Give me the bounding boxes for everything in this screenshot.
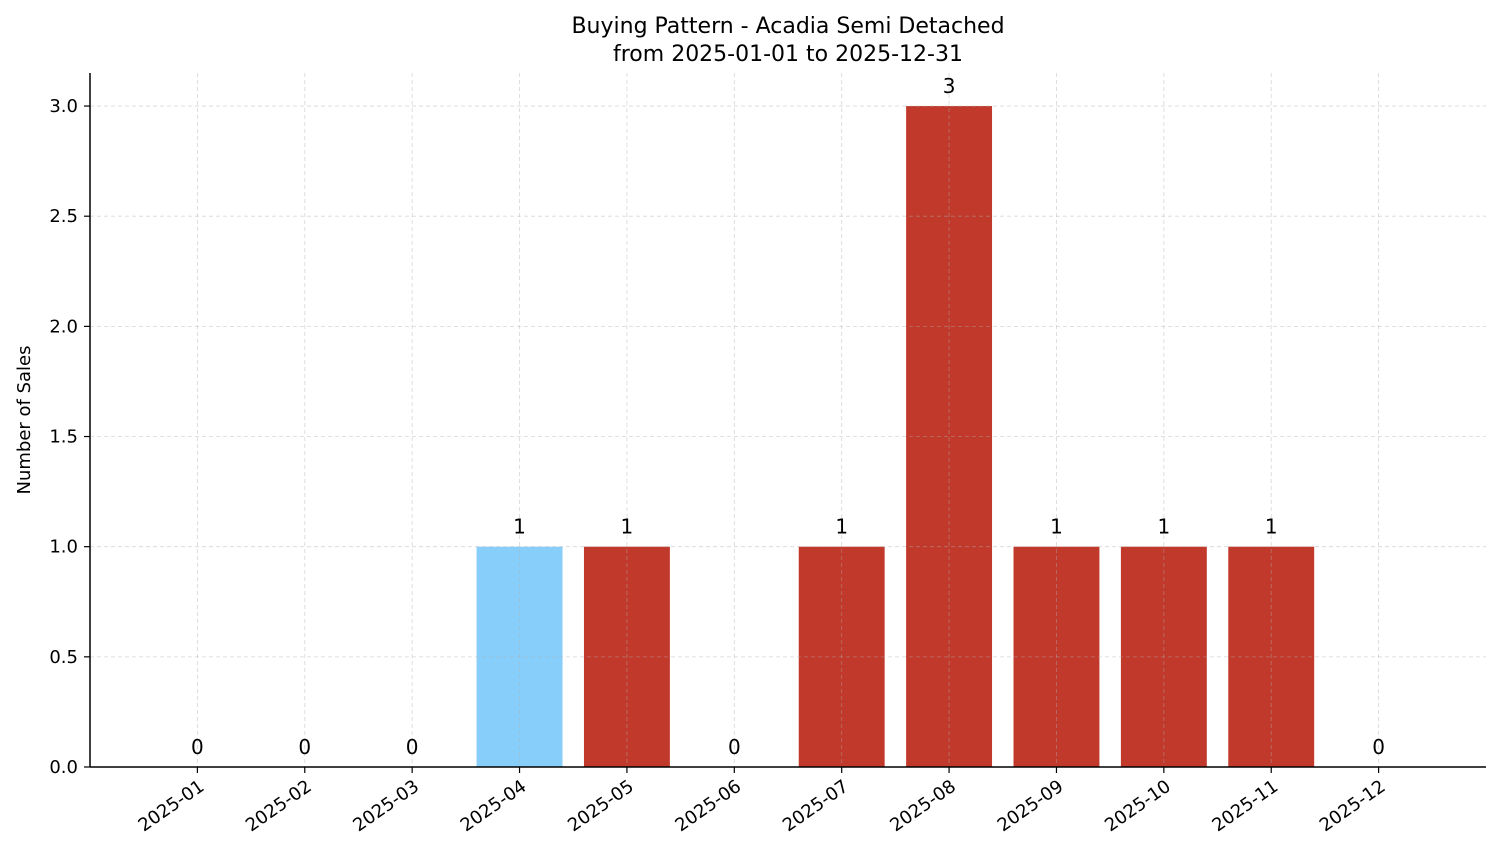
data-labels-group: 0 0 0 1 1 0 1 3 1 1 1 0 bbox=[191, 74, 1385, 759]
x-tick-label: 2025-03 bbox=[349, 776, 423, 836]
x-tick-label: 2025-04 bbox=[457, 776, 531, 836]
data-label-2025-12: 0 bbox=[1372, 735, 1385, 759]
data-label-2025-01: 0 bbox=[191, 735, 204, 759]
y-tick-label: 3.0 bbox=[49, 96, 78, 117]
data-label-2025-03: 0 bbox=[406, 735, 419, 759]
y-tick-label: 0.0 bbox=[49, 757, 78, 778]
y-tick-label: 1.0 bbox=[49, 537, 78, 558]
x-tick-label: 2025-06 bbox=[672, 776, 746, 836]
y-tick-label: 1.5 bbox=[49, 427, 78, 448]
data-label-2025-10: 1 bbox=[1157, 515, 1170, 539]
data-label-2025-11: 1 bbox=[1265, 515, 1278, 539]
data-label-2025-09: 1 bbox=[1050, 515, 1063, 539]
chart-subtitle: from 2025-01-01 to 2025-12-31 bbox=[613, 42, 963, 67]
x-tick-label: 2025-01 bbox=[135, 776, 209, 836]
data-label-2025-02: 0 bbox=[298, 735, 311, 759]
x-tick-label: 2025-02 bbox=[242, 776, 316, 836]
y-tick-label: 2.0 bbox=[49, 316, 78, 337]
data-label-2025-08: 3 bbox=[943, 74, 956, 98]
chart-title: Buying Pattern - Acadia Semi Detached bbox=[571, 14, 1004, 39]
y-tick-label: 0.5 bbox=[49, 647, 78, 668]
y-tick-label: 2.5 bbox=[49, 206, 78, 227]
x-tick-label: 2025-08 bbox=[886, 776, 960, 836]
data-label-2025-04: 1 bbox=[513, 515, 526, 539]
data-label-2025-06: 0 bbox=[728, 735, 741, 759]
x-tick-label: 2025-09 bbox=[994, 776, 1068, 836]
x-tick-label: 2025-11 bbox=[1208, 776, 1282, 836]
y-axis-label: Number of Sales bbox=[14, 345, 35, 494]
data-label-2025-05: 1 bbox=[621, 515, 634, 539]
x-tick-label: 2025-07 bbox=[779, 776, 853, 836]
data-label-2025-07: 1 bbox=[835, 515, 848, 539]
x-tick-label: 2025-10 bbox=[1101, 776, 1175, 836]
x-tick-label: 2025-12 bbox=[1316, 776, 1390, 836]
x-tick-label: 2025-05 bbox=[564, 776, 638, 836]
